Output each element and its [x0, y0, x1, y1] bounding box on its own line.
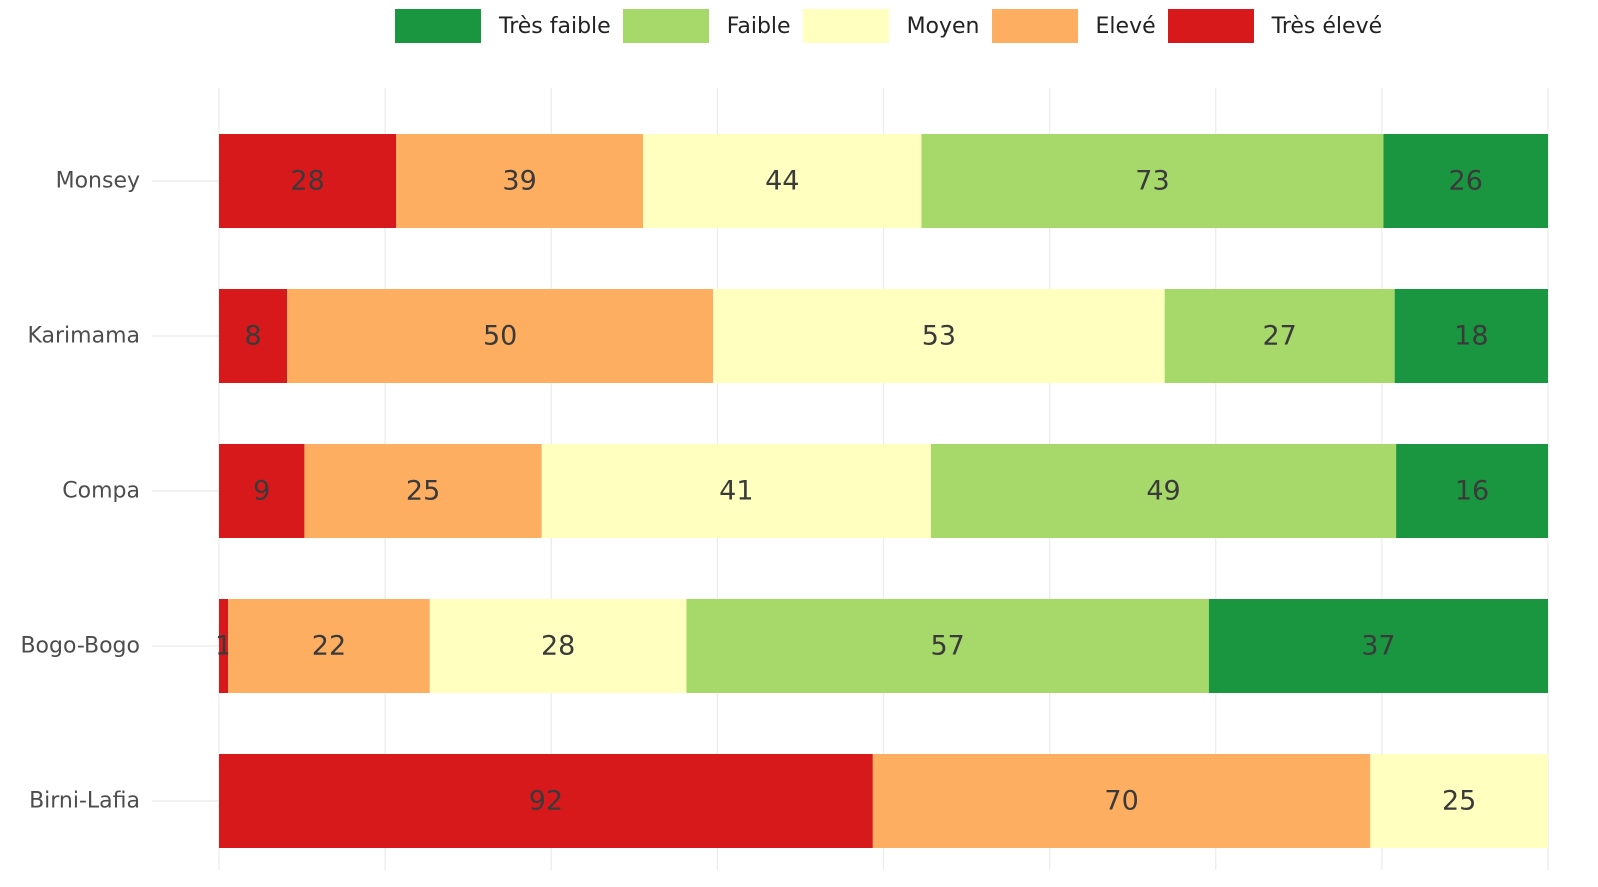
category-label: Birni-Lafia: [29, 789, 140, 814]
legend: Très faible Faible Moyen Elevé Très élevé: [395, 9, 1394, 43]
category-labels: Monsey Karimama Compa Bogo-Bogo Birni-Lafia: [20, 169, 140, 814]
bar-segment: [686, 599, 1209, 693]
legend-item: Moyen: [802, 9, 980, 43]
bar-segment: [219, 754, 873, 848]
legend-item: Très faible: [395, 9, 611, 43]
bar-segment: [1208, 599, 1548, 693]
category-label: Karimama: [27, 324, 140, 349]
bar-segment: [1164, 289, 1395, 383]
bar-value-label: 18: [1454, 321, 1488, 352]
bar-value-label: 28: [541, 631, 575, 662]
bar-segment: [219, 289, 288, 383]
bar-value-label: 25: [406, 476, 440, 507]
bar-segment: [1383, 134, 1548, 228]
bar-segment: [921, 134, 1384, 228]
bar-segment: [287, 289, 714, 383]
bar-value-label: 53: [922, 321, 956, 352]
bar-segment: [872, 754, 1371, 848]
legend-label: Très faible: [499, 13, 611, 39]
legend-item: Elevé: [991, 9, 1156, 43]
bar-value-label: 41: [719, 476, 753, 507]
bar-value-label: 8: [244, 321, 261, 352]
category-label: Compa: [62, 479, 140, 504]
bar-value-label: 28: [290, 166, 324, 197]
legend-item: Très élevé: [1167, 9, 1383, 43]
bar-segment: [219, 134, 397, 228]
bar-value-label: 49: [1146, 476, 1180, 507]
legend-item: Faible: [622, 9, 791, 43]
bar-segment: [219, 599, 229, 693]
category-label: Bogo-Bogo: [20, 634, 140, 659]
legend-swatch: [395, 9, 481, 43]
bar-segment: [304, 444, 542, 538]
bar-value-label: 70: [1104, 786, 1138, 817]
bar-value-label: 73: [1135, 166, 1169, 197]
legend-label: Faible: [726, 13, 791, 39]
bar-value-label: 92: [529, 786, 563, 817]
bar-value-label: 57: [930, 631, 964, 662]
bar-value-label: 44: [765, 166, 799, 197]
bar-segment: [396, 134, 644, 228]
bar-value-label: 39: [502, 166, 536, 197]
bar-segment: [541, 444, 931, 538]
legend-swatch: [1167, 9, 1254, 43]
bar-value-label: 1: [215, 631, 232, 662]
bar-segment: [1370, 754, 1548, 848]
bar-segments: 28 39 44 73 26 8 50 53 27 18 9 25 41 49 16 1 22 28 57 37 92 7…: [215, 134, 1548, 848]
bar-value-label: 16: [1455, 476, 1489, 507]
legend-label: Moyen: [906, 13, 980, 39]
bar-segment: [1396, 444, 1548, 538]
bar-segment: [219, 444, 305, 538]
category-label: Monsey: [56, 169, 140, 194]
bar-value-label: 26: [1449, 166, 1483, 197]
bar-value-label: 25: [1442, 786, 1476, 817]
bar-segment: [713, 289, 1165, 383]
bar-value-label: 27: [1262, 321, 1296, 352]
legend-label: Très élevé: [1271, 13, 1383, 39]
bar-value-label: 9: [253, 476, 270, 507]
bar-segment: [643, 134, 922, 228]
bar-segment: [429, 599, 687, 693]
legend-swatch: [802, 9, 889, 43]
bar-value-label: 37: [1361, 631, 1395, 662]
legend-label: Elevé: [1095, 13, 1156, 39]
bar-value-label: 22: [312, 631, 346, 662]
bar-segment: [228, 599, 430, 693]
legend-swatch: [991, 9, 1078, 43]
bar-value-label: 50: [483, 321, 517, 352]
bar-segment: [930, 444, 1397, 538]
legend-swatch: [622, 9, 709, 43]
bar-segment: [1394, 289, 1548, 383]
